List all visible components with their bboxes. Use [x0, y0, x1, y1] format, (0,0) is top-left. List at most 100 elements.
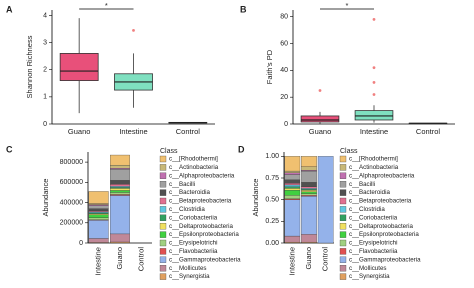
bar-segment	[88, 208, 109, 211]
legend-label: c__Erysipelotrichi	[169, 240, 218, 247]
significance-label: *	[346, 1, 349, 10]
legend-swatch	[339, 248, 347, 255]
legend-swatch	[339, 273, 347, 280]
legend-title: Class	[160, 148, 178, 155]
bar-segment	[110, 195, 130, 235]
legend-swatch	[159, 164, 167, 171]
y-tick-label: 0	[43, 121, 47, 128]
legend-label: c__Epsilonproteobacteria	[349, 231, 419, 238]
bar-segment	[88, 238, 109, 243]
bar-segment	[88, 210, 109, 212]
y-tick-label: 0.00	[265, 240, 279, 247]
y-tick-label: 400000	[60, 199, 83, 206]
y-tick-label: 80	[280, 14, 288, 21]
legend-swatch	[339, 223, 347, 230]
bar-segment	[110, 169, 130, 181]
legend-swatch	[159, 189, 167, 196]
legend-swatch	[159, 239, 167, 247]
bar-segment	[317, 156, 334, 244]
y-tick-label: 0.50	[265, 197, 279, 204]
y-tick-label: 800000	[60, 159, 83, 166]
y-axis-title: Faith's PD	[265, 49, 274, 84]
bar-segment	[110, 164, 130, 169]
bar-segment	[284, 172, 301, 175]
y-tick-label: 4	[43, 12, 47, 19]
legend-swatch	[159, 181, 167, 188]
x-tick-label: Control	[176, 127, 201, 136]
legend-swatch	[339, 164, 347, 171]
y-tick-label: 20	[280, 94, 288, 101]
box	[300, 115, 340, 123]
box	[59, 53, 99, 81]
legend-swatch	[159, 248, 167, 255]
bar-segment	[284, 186, 301, 189]
legend-label: c__Bacilli	[169, 181, 195, 188]
legend-swatch	[339, 214, 347, 221]
bar-segment	[88, 204, 109, 206]
bar-segment	[88, 205, 109, 209]
bar-segment	[284, 188, 301, 191]
bar-segment	[284, 156, 301, 172]
bar-segment	[110, 168, 130, 170]
legend-label: c__Alphaproteobacteria	[349, 172, 415, 179]
outlier	[372, 17, 376, 21]
x-tick-label: Intestine	[360, 127, 388, 136]
legend-label: c__Deltaproteobacteria	[349, 223, 414, 230]
bar-segment	[110, 184, 130, 187]
legend-label: c__Synergistia	[349, 273, 390, 280]
bar-segment	[88, 217, 109, 220]
y-axis-title: Abundance	[41, 179, 50, 217]
legend-label: c__Epsilonproteobacteria	[169, 231, 239, 238]
bar-segment	[88, 213, 109, 215]
y-tick-label: 40	[280, 67, 288, 74]
bar-segment	[110, 241, 130, 244]
x-tick-label: Guano	[309, 127, 332, 136]
bar-segment	[110, 187, 130, 189]
bar-segment	[110, 194, 130, 196]
x-tick-label: Intestine	[287, 247, 296, 275]
legend-swatch	[159, 231, 167, 238]
legend-label: c__Flavobacteriia	[169, 248, 218, 255]
bar-segment	[88, 211, 109, 213]
legend-label: c__Bacteroidia	[169, 189, 210, 196]
x-tick-label: Control	[416, 127, 441, 136]
bar-segment	[88, 203, 109, 205]
legend-swatch	[159, 256, 167, 263]
bar-segment	[110, 154, 130, 166]
bar-segment	[110, 188, 130, 191]
bar-segment	[301, 189, 317, 193]
legend-label: c__Coriobacteriia	[349, 214, 398, 221]
y-axis-title: Abundance	[251, 179, 260, 217]
significance-label: *	[105, 1, 108, 10]
y-tick-label: 0	[79, 240, 83, 247]
legend-label: c__Gammaproteobacteria	[169, 256, 241, 263]
bar-segment	[301, 170, 317, 183]
bar-segment	[301, 196, 317, 235]
legend-label: c__Alphaproteobacteria	[169, 172, 235, 179]
bar-segment	[301, 186, 317, 189]
legend-swatch	[339, 206, 347, 213]
bar-segment	[110, 192, 130, 195]
legend-label: c__Deltaproteobacteria	[169, 223, 234, 230]
x-tick-label: Control	[136, 247, 145, 272]
y-tick-label: 0.75	[265, 175, 279, 182]
legend-label: c__[Rhodothermi]	[169, 156, 218, 163]
bar-segment	[301, 234, 317, 243]
legend-swatch	[159, 172, 167, 179]
bar-segment	[110, 233, 130, 243]
bar-segment	[284, 184, 301, 187]
legend-swatch	[339, 155, 347, 163]
y-tick-label: 1	[43, 94, 47, 101]
x-tick-label: Guano	[68, 127, 91, 136]
y-tick-label: 2	[43, 67, 47, 74]
legend-label: c__Betaproteobacteria	[349, 198, 412, 205]
bar-segment	[284, 189, 301, 196]
legend-label: c__Mollicutes	[169, 265, 207, 272]
bar-segment	[301, 156, 317, 167]
legend-label: c__Actinobacteria	[169, 164, 219, 171]
bar-segment	[284, 235, 301, 243]
bar-segment	[284, 170, 301, 173]
legend-label: c__Flavobacteriia	[349, 248, 398, 255]
box	[354, 110, 394, 121]
